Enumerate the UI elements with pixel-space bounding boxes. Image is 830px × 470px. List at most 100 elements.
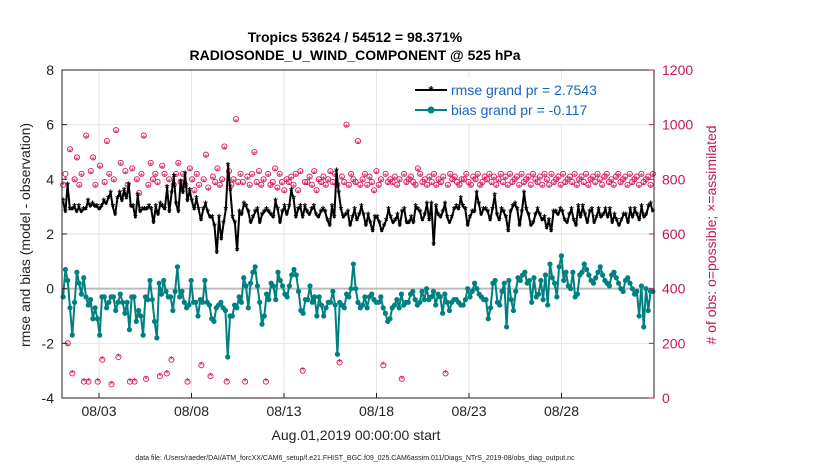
obs-possible-point xyxy=(99,356,106,363)
rmse-point: * xyxy=(280,207,285,219)
rmse-line xyxy=(62,164,654,255)
rmse-point: * xyxy=(131,202,136,214)
x-tick-label: 08/23 xyxy=(451,403,486,419)
rmse-point: * xyxy=(276,204,281,216)
bias-point xyxy=(446,307,453,314)
obs-possible-point xyxy=(207,373,214,380)
obs-possible-point xyxy=(580,179,587,186)
obs-assimilated-point: * xyxy=(82,377,86,388)
obs-assimilated-point: * xyxy=(146,183,150,194)
obs-possible-point xyxy=(345,181,352,188)
obs-possible-point xyxy=(313,187,320,194)
obs-assimilated-point: * xyxy=(545,178,549,189)
rmse-point: * xyxy=(124,193,129,205)
obs-assimilated-point: * xyxy=(418,172,422,183)
rmse-point: * xyxy=(262,207,267,219)
obs-possible-point xyxy=(463,170,470,177)
obs-possible-point xyxy=(106,170,113,177)
legend-item-bias: bias grand pr = -0.117 xyxy=(415,102,588,118)
obs-assimilated-point: * xyxy=(506,183,510,194)
obs-possible-point xyxy=(214,165,221,172)
rmse-point: * xyxy=(646,202,651,214)
obs-assimilated-point: * xyxy=(204,153,208,164)
obs-possible-point xyxy=(460,176,468,183)
obs-possible-point xyxy=(472,176,479,183)
obs-possible-point xyxy=(536,173,544,180)
rmse-point: * xyxy=(244,202,249,214)
rmse-point: * xyxy=(511,202,516,214)
obs-possible-point xyxy=(592,179,599,186)
rmse-point: * xyxy=(203,199,208,211)
obs-possible-point xyxy=(569,179,576,186)
bias-point xyxy=(289,272,295,278)
obs-possible-point xyxy=(189,176,196,183)
bias-point xyxy=(606,283,613,289)
obs-possible-point xyxy=(366,173,373,180)
obs-possible-point xyxy=(221,143,228,150)
obs-possible-point xyxy=(603,170,610,177)
rmse-point: * xyxy=(578,213,583,225)
obs-possible-point xyxy=(444,181,451,188)
rmse-point: * xyxy=(183,169,188,181)
rmse-point: * xyxy=(362,210,367,222)
obs-assimilated-point: * xyxy=(264,377,268,388)
obs-assimilated-point: * xyxy=(434,183,438,194)
obs-possible-point xyxy=(90,154,97,161)
obs-assimilated-point: * xyxy=(450,178,454,189)
obs-possible-point xyxy=(352,179,359,186)
bias-point xyxy=(558,253,565,259)
obs-possible-point xyxy=(571,170,578,177)
rmse-point: * xyxy=(549,226,554,238)
bias-point xyxy=(206,302,213,308)
obs-assimilated-point: * xyxy=(361,178,365,189)
rmse-point: * xyxy=(563,215,568,227)
rmse-point: * xyxy=(88,202,93,214)
obs-possible-point xyxy=(456,181,463,188)
obs-assimilated-point: * xyxy=(324,183,328,194)
rmse-point: * xyxy=(436,210,441,222)
rmse-point: * xyxy=(375,213,380,225)
obs-possible-point xyxy=(60,181,67,188)
obs-assimilated-point: * xyxy=(540,183,544,194)
rmse-point: * xyxy=(603,204,608,216)
obs-possible-point xyxy=(230,176,237,183)
bias-point xyxy=(485,316,491,322)
rmse-point: * xyxy=(628,204,633,216)
obs-possible-point xyxy=(161,170,168,177)
obs-possible-point xyxy=(589,173,597,180)
obs-assimilated-point: * xyxy=(529,183,533,194)
bias-point xyxy=(62,266,69,273)
obs-assimilated-point: * xyxy=(393,175,397,186)
obs-possible-point xyxy=(145,181,152,188)
obs-assimilated-point: * xyxy=(490,180,494,191)
rmse-point: * xyxy=(522,188,527,200)
obs-possible-point xyxy=(624,181,631,188)
obs-possible-point xyxy=(596,176,603,183)
rmse-point: * xyxy=(533,210,538,222)
rmse-point: * xyxy=(190,196,195,208)
obs-assimilated-point: * xyxy=(559,183,563,194)
obs-possible-point xyxy=(373,168,380,175)
rmse-point: * xyxy=(560,207,565,219)
obs-assimilated-point: * xyxy=(386,180,390,191)
bias-point xyxy=(508,297,514,303)
obs-possible-point xyxy=(516,181,523,188)
obs-assimilated-point: * xyxy=(158,372,162,383)
rmse-point: * xyxy=(474,188,479,200)
obs-possible-point xyxy=(138,170,145,177)
bias-point xyxy=(316,294,322,300)
obs-assimilated-point: * xyxy=(310,183,314,194)
obs-assimilated-point: * xyxy=(556,175,560,186)
obs-assimilated-point: * xyxy=(317,178,321,189)
obs-assimilated-point: * xyxy=(255,180,259,191)
bias-point xyxy=(259,321,265,327)
bias-point xyxy=(286,283,293,289)
bias-point xyxy=(483,297,489,303)
obs-possible-point xyxy=(248,170,256,177)
rmse-point: * xyxy=(409,213,414,225)
rmse-point: * xyxy=(332,213,337,225)
obs-possible-point xyxy=(578,173,585,180)
obs-assimilated-point: * xyxy=(471,175,475,186)
rmse-point: * xyxy=(305,207,310,219)
rmse-point: * xyxy=(506,226,511,238)
